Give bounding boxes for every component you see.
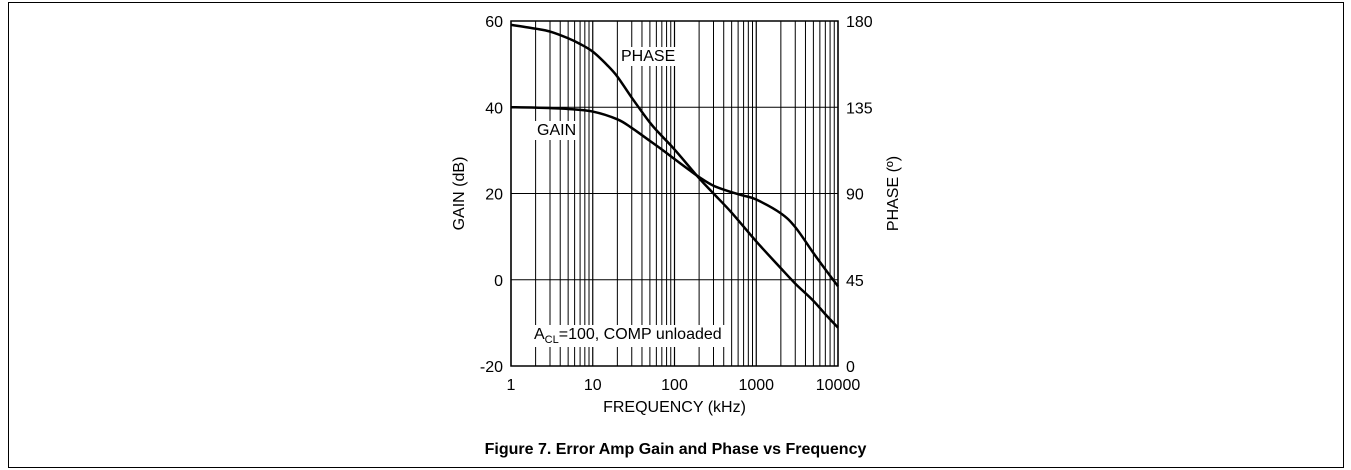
x-tick-label: 1000 [738,377,774,394]
plot-border [510,20,839,367]
condition-label-rest: =100, COMP unloaded [559,326,722,343]
x-tick-label: 10000 [816,377,861,394]
gain-label-bg [534,121,580,140]
x-tick-labels: 1 10 100 1000 10000 [507,377,861,394]
x-tick-label: 100 [661,377,688,394]
y-tick-label: 60 [485,14,503,31]
y2-tick-label: 45 [846,273,864,290]
phase-series-label: PHASE [621,48,675,65]
gain-series-label: GAIN [537,122,576,139]
condition-label-bg [531,325,725,347]
y-tick-label: -20 [480,359,503,376]
y2-axis-title: PHASE (º) [885,156,902,231]
condition-label-subscript: CL [545,334,559,346]
y-tick-labels: -20 0 20 40 60 [480,14,503,376]
y-axis-title: GAIN (dB) [451,157,468,231]
y-tick-label: 20 [485,187,503,204]
phase-label-bg [618,47,679,66]
phase-series-line [510,23,839,329]
x-tick-label: 1 [507,377,516,394]
x-tick-label: 10 [584,377,602,394]
condition-label-main: A [534,326,545,343]
x-axis-title: FREQUENCY (kHz) [603,399,746,416]
condition-label: ACL=100, COMP unloaded [534,326,722,346]
gain-phase-chart: 1 10 100 1000 10000 -20 0 20 40 60 0 45 90 135 180 P… [451,14,902,416]
figure-frame [8,2,1344,468]
y-tick-label: 0 [494,273,503,290]
y2-tick-label: 0 [846,359,855,376]
y2-tick-label: 90 [846,187,864,204]
y-tick-label: 40 [485,100,503,117]
y2-tick-label: 135 [846,100,873,117]
figure-caption: Figure 7. Error Amp Gain and Phase vs Fr… [484,441,867,458]
y2-tick-label: 180 [846,14,873,31]
y2-tick-labels: 0 45 90 135 180 [846,14,873,376]
